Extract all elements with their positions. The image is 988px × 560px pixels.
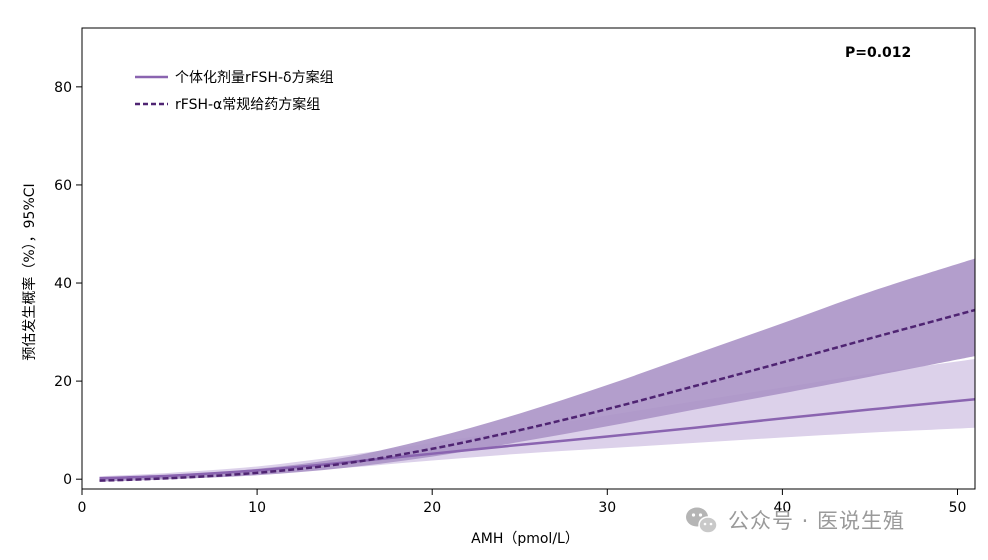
y-tick-label: 60 (54, 178, 72, 194)
legend-label-series-1: 个体化剂量rFSH-δ方案组 (175, 69, 334, 86)
y-tick-label: 0 (63, 472, 72, 488)
legend: 个体化剂量rFSH-δ方案组 rFSH-α常规给药方案组 (135, 69, 334, 113)
x-axis-title: AMH（pmol/L） (471, 531, 579, 547)
plot-frame (81, 27, 976, 490)
series-line-1 (99, 398, 976, 480)
watermark: 公众号 · 医说生殖 (686, 507, 905, 534)
x-tick-label: 20 (423, 500, 441, 516)
x-tick-label: 10 (248, 500, 266, 516)
y-axis: 0 20 40 60 80 (54, 80, 82, 488)
p-value-annotation: P=0.012 (845, 45, 911, 61)
x-tick-label: 40 (773, 500, 791, 516)
ci-band-series-2 (99, 258, 975, 482)
ci-band-series-1 (99, 359, 975, 479)
y-axis-title: 预估发生概率（%），95%CI (21, 183, 38, 360)
x-axis: 0 10 20 30 40 50 (78, 489, 967, 516)
y-tick-label: 20 (54, 374, 72, 390)
y-tick-label: 80 (54, 80, 72, 96)
confidence-bands (99, 258, 975, 482)
x-tick-label: 0 (78, 500, 87, 516)
watermark-text: 公众号 · 医说生殖 (728, 509, 905, 533)
x-tick-label: 50 (949, 500, 967, 516)
series-lines (99, 308, 976, 482)
y-tick-label: 40 (54, 276, 72, 292)
series-line-2 (99, 308, 976, 482)
legend-item-series-1: 个体化剂量rFSH-δ方案组 (135, 69, 334, 86)
legend-item-series-2: rFSH-α常规给药方案组 (135, 96, 320, 113)
x-tick-label: 30 (598, 500, 616, 516)
wechat-icon (686, 507, 718, 534)
legend-label-series-2: rFSH-α常规给药方案组 (175, 96, 320, 113)
